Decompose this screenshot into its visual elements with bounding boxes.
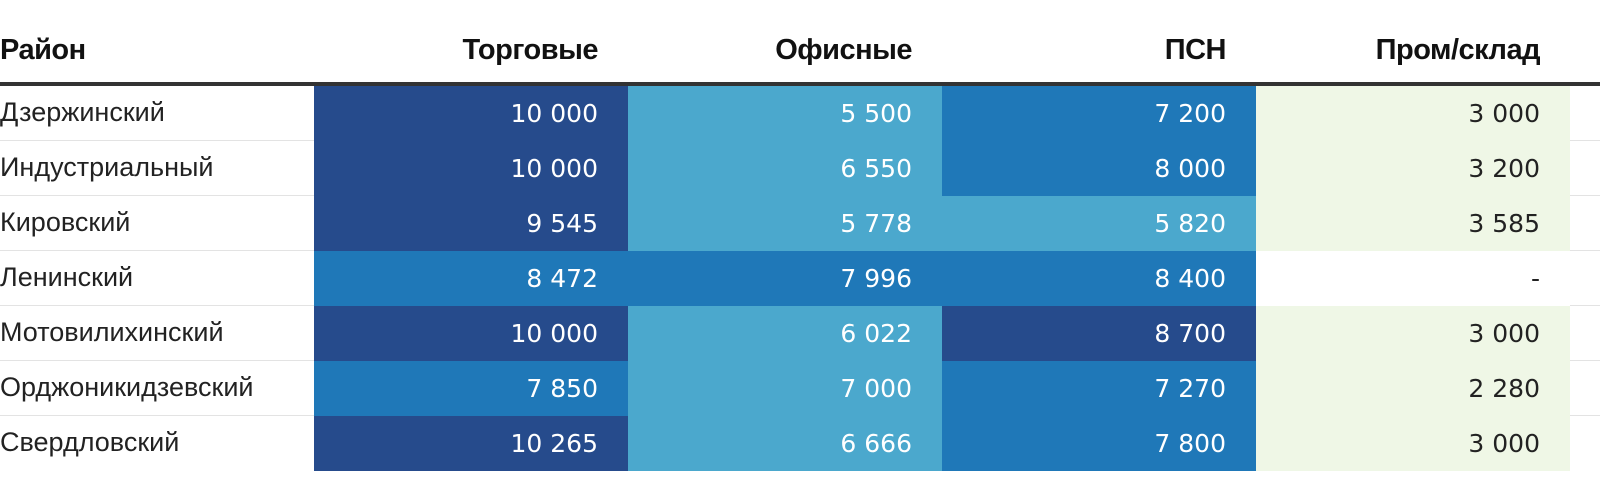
cell-industrial-warehouse: 3 200 — [1256, 141, 1570, 196]
cell-office: 6 022 — [628, 306, 942, 361]
cell-office: 5 500 — [628, 86, 942, 141]
cell-office: 5 778 — [628, 196, 942, 251]
table-row: Дзержинский 10 000 5 500 7 200 3 000 — [0, 86, 1600, 141]
table-row: Ленинский 8 472 7 996 8 400- — [0, 251, 1600, 306]
district-name: Дзержинский — [0, 97, 165, 127]
cell-retail: 10 000 — [314, 306, 628, 361]
cell-retail: 8 472 — [314, 251, 628, 306]
cell-retail: 9 545 — [314, 196, 628, 251]
cell-retail: 7 850 — [314, 361, 628, 416]
table-row: Индустриальный 10 000 6 550 8 000 3 200 — [0, 141, 1600, 196]
cell-industrial-warehouse: 3 585 — [1256, 196, 1570, 251]
price-table: Район Торговые Офисные ПСН Пром/склад Дз… — [0, 18, 1600, 471]
cell-retail: 10 265 — [314, 416, 628, 471]
cell-psn: 5 820 — [942, 196, 1256, 251]
header-industrial-warehouse: Пром/склад — [1375, 33, 1541, 66]
cell-industrial-warehouse: 3 000 — [1256, 416, 1570, 471]
table-row: Орджоникидзевский 7 850 7 000 7 270 2 280 — [0, 361, 1600, 416]
district-name: Кировский — [0, 207, 131, 237]
cell-industrial-warehouse: 2 280 — [1256, 361, 1570, 416]
cell-industrial-warehouse: - — [1256, 251, 1570, 306]
cell-industrial-warehouse: 3 000 — [1256, 306, 1570, 361]
cell-office: 7 996 — [628, 251, 942, 306]
header-psn: ПСН — [1164, 33, 1227, 66]
table-row: Мотовилихинский 10 000 6 022 8 700 3 000 — [0, 306, 1600, 361]
header-office: Офисные — [775, 33, 912, 66]
cell-psn: 8 700 — [942, 306, 1256, 361]
district-name: Свердловский — [0, 427, 180, 457]
cell-office: 7 000 — [628, 361, 942, 416]
cell-retail: 10 000 — [314, 86, 628, 141]
cell-retail: 10 000 — [314, 141, 628, 196]
cell-office: 6 666 — [628, 416, 942, 471]
district-name: Индустриальный — [0, 152, 214, 182]
district-name: Орджоникидзевский — [0, 372, 254, 402]
cell-psn: 8 000 — [942, 141, 1256, 196]
cell-psn: 7 270 — [942, 361, 1256, 416]
table-body: Дзержинский 10 000 5 500 7 200 3 000 Индустри… — [0, 86, 1600, 471]
district-name: Ленинский — [0, 262, 134, 292]
cell-industrial-warehouse: 3 000 — [1256, 86, 1570, 141]
table-row: Кировский 9 545 5 778 5 820 3 585 — [0, 196, 1600, 251]
cell-psn: 7 200 — [942, 86, 1256, 141]
table-header: Район Торговые Офисные ПСН Пром/склад — [0, 18, 1600, 86]
district-name: Мотовилихинский — [0, 317, 224, 347]
cell-office: 6 550 — [628, 141, 942, 196]
header-district: Район — [0, 33, 86, 66]
cell-psn: 8 400 — [942, 251, 1256, 306]
header-retail: Торговые — [462, 33, 599, 66]
table-row: Свердловский 10 265 6 666 7 800 3 000 — [0, 416, 1600, 471]
cell-psn: 7 800 — [942, 416, 1256, 471]
